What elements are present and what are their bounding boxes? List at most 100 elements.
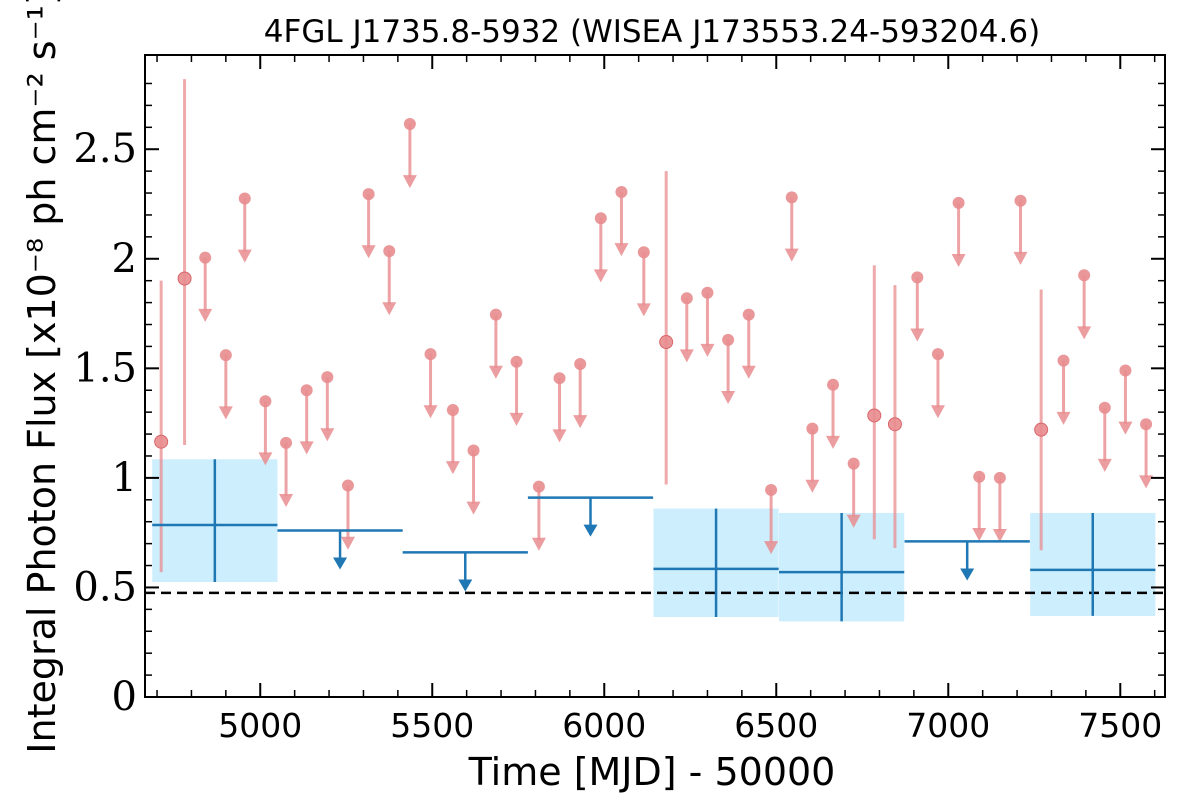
upper-limit-marker [1098, 401, 1111, 414]
plot-frame [144, 54, 1166, 698]
long-bin-ul-arrowhead [333, 557, 348, 570]
upper-limit-arrowhead [361, 245, 376, 259]
short-bin-upper-limit [198, 251, 213, 322]
upper-limit-marker [467, 444, 480, 457]
short-bin-upper-limit [1056, 354, 1071, 425]
short-bin-upper-limit [445, 403, 460, 475]
upper-limit-arrowhead [488, 365, 503, 379]
upper-limit-arrowhead [764, 541, 779, 555]
upper-limit-marker [785, 191, 798, 204]
long-bin-upper-limit [904, 540, 1030, 581]
short-bin-upper-limit [299, 384, 314, 455]
plot-area: 5000 5500 6000 6500 7000 7500 0 0.5 1 1.5 2 2.5 [73, 54, 1166, 745]
upper-limit-arrowhead [1077, 326, 1092, 340]
x-tick-label: 5500 [390, 706, 474, 745]
upper-limit-marker [280, 436, 293, 449]
short-bin-marker [867, 408, 882, 423]
short-bin-upper-limit [258, 395, 273, 466]
short-bin-upper-limit [531, 480, 546, 551]
short-bin-upper-limit [466, 444, 481, 515]
upper-limit-arrowhead [382, 302, 397, 316]
upper-limit-arrowhead [1097, 458, 1112, 472]
upper-limit-marker [680, 292, 693, 305]
short-bin-upper-limit [614, 185, 629, 257]
upper-limit-marker [424, 348, 437, 361]
short-bin-upper-limit [846, 457, 861, 528]
short-bin-marker [887, 417, 902, 432]
upper-limit-marker [510, 355, 523, 368]
short-bin-upper-limit [764, 483, 779, 555]
upper-limit-arrowhead [614, 243, 629, 257]
upper-limit-marker [1119, 364, 1132, 377]
short-bin-upper-limit [573, 357, 588, 429]
upper-limit-arrowhead [531, 537, 546, 551]
short-bin-upper-limit [1013, 194, 1028, 265]
short-bin-upper-limit [593, 212, 608, 283]
upper-limit-arrowhead [593, 269, 608, 283]
upper-limit-arrowhead [910, 328, 925, 342]
short-bin-upper-limit [992, 471, 1007, 543]
short-bin-upper-limit [218, 349, 233, 420]
short-bin-upper-limit [320, 371, 335, 442]
short-bin-upper-limit [361, 188, 376, 259]
upper-limit-arrowhead [972, 527, 987, 541]
upper-limit-arrowhead [741, 365, 756, 379]
y-tick-label: 0.5 [73, 564, 137, 610]
chart-title: 4FGL J1735.8-5932 (WISEA J173553.24-5932… [264, 14, 1040, 50]
upper-limit-marker [973, 470, 986, 483]
upper-limit-marker [574, 357, 587, 370]
long-bin-point [152, 459, 278, 582]
upper-limit-marker [362, 188, 375, 201]
short-bin-upper-limit [279, 436, 294, 507]
upper-limit-arrowhead [466, 501, 481, 515]
upper-limit-marker [300, 384, 313, 397]
upper-limit-arrowhead [509, 412, 524, 426]
short-bin-upper-limit [423, 348, 438, 419]
upper-limit-arrowhead [258, 452, 273, 466]
long-bin-point [1030, 512, 1156, 616]
upper-limit-arrowhead [423, 405, 438, 419]
short-bin-upper-limit [402, 118, 417, 189]
long-bin-ul-arrowhead [583, 524, 598, 537]
upper-limit-marker [615, 185, 628, 198]
upper-limit-arrowhead [445, 461, 460, 475]
short-bin-upper-limit [1118, 364, 1133, 435]
upper-limit-marker [553, 372, 566, 385]
short-bin-upper-limit [509, 355, 524, 426]
upper-limit-arrowhead [1056, 411, 1071, 425]
upper-limit-arrowhead [930, 405, 945, 419]
upper-limit-marker [383, 245, 396, 258]
upper-limit-marker [806, 422, 819, 435]
upper-limit-arrowhead [552, 429, 567, 443]
upper-limit-marker [489, 308, 502, 321]
y-tick-label: 2 [112, 236, 137, 282]
short-bin-point [154, 280, 169, 573]
upper-limit-arrowhead [846, 514, 861, 528]
short-bin-point [1034, 289, 1049, 551]
upper-limit-arrowhead [573, 415, 588, 429]
x-tick-label: 7500 [1078, 706, 1162, 745]
upper-limit-arrowhead [826, 435, 841, 449]
short-bin-marker [177, 271, 192, 286]
short-bin-upper-limit [1097, 401, 1112, 472]
upper-limit-marker [1014, 194, 1027, 207]
long-bin-point [779, 512, 905, 622]
y-tick-label: 2.5 [73, 126, 137, 172]
short-bin-upper-limit [1077, 269, 1092, 340]
short-bin-upper-limit [340, 479, 355, 550]
upper-limit-marker [199, 251, 212, 264]
upper-limit-marker [1078, 269, 1091, 282]
short-bin-upper-limit [1139, 418, 1154, 489]
short-bin-point [659, 171, 674, 485]
upper-limit-arrowhead [320, 428, 335, 442]
upper-limit-marker [259, 395, 272, 408]
upper-limit-marker [446, 403, 459, 416]
long-bin-ul-arrowhead [458, 579, 473, 592]
upper-limit-marker [321, 371, 334, 384]
short-bin-upper-limit [382, 245, 397, 316]
short-bin-upper-limit [930, 348, 945, 419]
x-tick-label: 7000 [906, 706, 990, 745]
upper-limit-arrowhead [1139, 475, 1154, 489]
upper-limit-arrowhead [679, 349, 694, 363]
upper-limit-marker [341, 479, 354, 492]
